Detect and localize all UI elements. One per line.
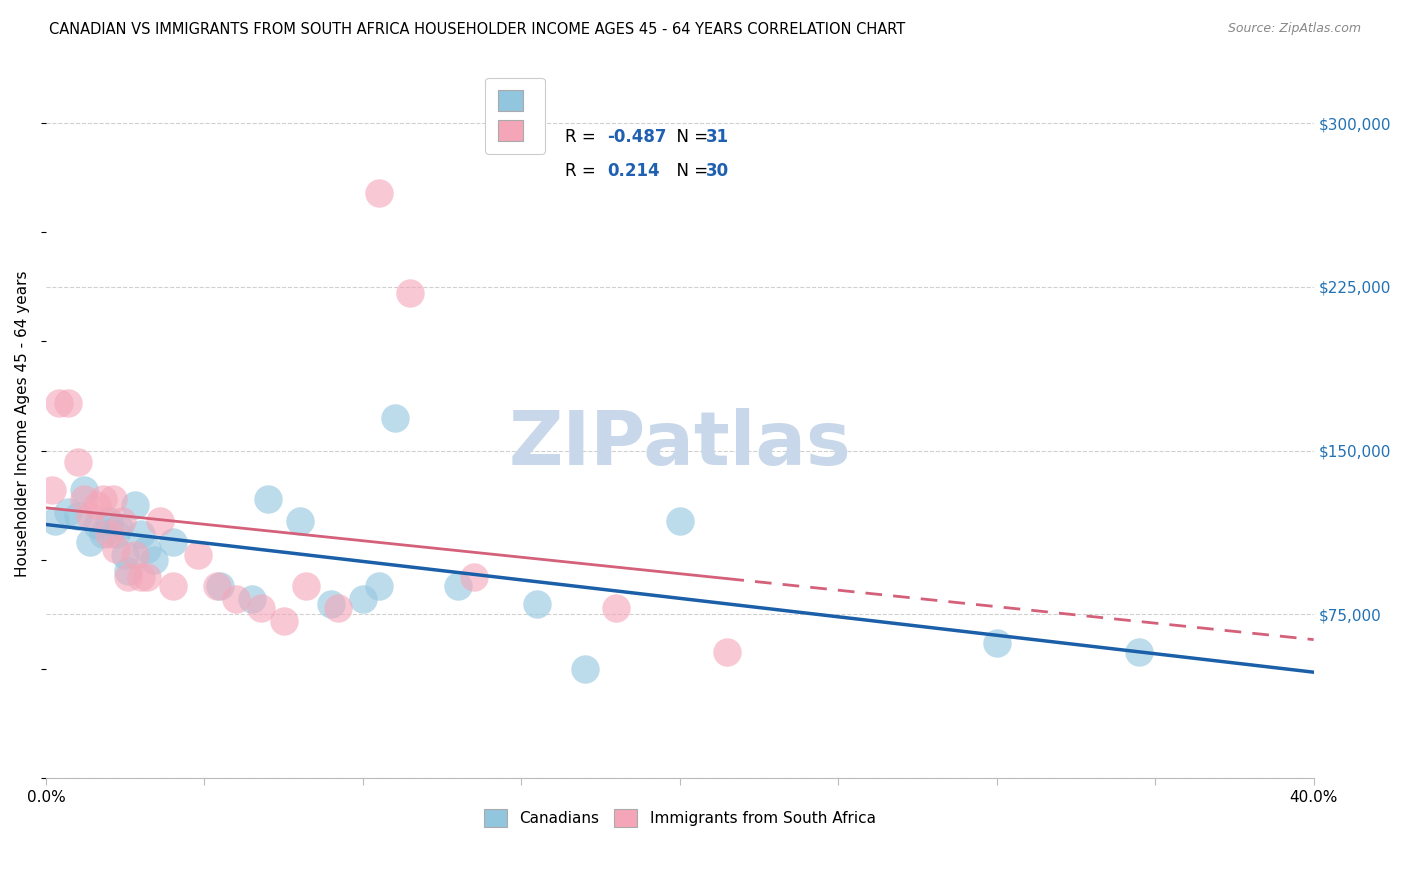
Point — [48, 395, 70, 409]
Point — [352, 592, 374, 607]
Point — [225, 592, 247, 607]
Point — [162, 535, 184, 549]
Point — [716, 644, 738, 658]
Point — [574, 662, 596, 676]
Point — [73, 483, 96, 497]
Point — [129, 570, 152, 584]
Point — [605, 600, 627, 615]
Point — [463, 570, 485, 584]
Point — [66, 454, 89, 468]
Point — [326, 600, 349, 615]
Text: R =: R = — [565, 128, 602, 146]
Text: ZIPatlas: ZIPatlas — [509, 409, 851, 481]
Point — [79, 509, 101, 524]
Point — [367, 186, 389, 200]
Point — [104, 541, 127, 556]
Y-axis label: Householder Income Ages 45 - 64 years: Householder Income Ages 45 - 64 years — [15, 270, 30, 576]
Text: 30: 30 — [706, 161, 728, 180]
Point — [205, 579, 228, 593]
Text: N =: N = — [666, 128, 714, 146]
Point — [44, 514, 66, 528]
Point — [117, 564, 139, 578]
Point — [104, 526, 127, 541]
Point — [256, 491, 278, 506]
Point — [86, 517, 108, 532]
Point — [136, 541, 159, 556]
Point — [117, 570, 139, 584]
Point — [86, 498, 108, 512]
Point — [250, 600, 273, 615]
Point — [98, 526, 121, 541]
Point — [295, 579, 318, 593]
Point — [367, 579, 389, 593]
Point — [98, 514, 121, 528]
Point — [526, 597, 548, 611]
Point — [136, 570, 159, 584]
Text: -0.487: -0.487 — [607, 128, 666, 146]
Text: 0.214: 0.214 — [607, 161, 659, 180]
Point — [66, 509, 89, 524]
Point — [384, 411, 406, 425]
Point — [209, 579, 232, 593]
Point — [162, 579, 184, 593]
Text: N =: N = — [666, 161, 714, 180]
Legend: Canadians, Immigrants from South Africa: Canadians, Immigrants from South Africa — [477, 802, 883, 834]
Point — [288, 514, 311, 528]
Point — [187, 549, 209, 563]
Point — [111, 514, 134, 528]
Point — [124, 549, 146, 563]
Point — [114, 549, 136, 563]
Point — [91, 491, 114, 506]
Text: CANADIAN VS IMMIGRANTS FROM SOUTH AFRICA HOUSEHOLDER INCOME AGES 45 - 64 YEARS C: CANADIAN VS IMMIGRANTS FROM SOUTH AFRICA… — [49, 22, 905, 37]
Point — [321, 597, 343, 611]
Point — [240, 592, 263, 607]
Point — [447, 579, 470, 593]
Point — [108, 520, 131, 534]
Point — [399, 286, 422, 301]
Point — [986, 636, 1008, 650]
Point — [1128, 644, 1150, 658]
Point — [79, 535, 101, 549]
Point — [56, 505, 79, 519]
Point — [669, 514, 692, 528]
Point — [273, 614, 295, 628]
Point — [129, 526, 152, 541]
Point — [73, 491, 96, 506]
Point — [142, 553, 165, 567]
Point — [124, 498, 146, 512]
Point — [101, 491, 124, 506]
Text: 31: 31 — [706, 128, 728, 146]
Point — [149, 514, 172, 528]
Point — [56, 395, 79, 409]
Point — [41, 483, 63, 497]
Text: Source: ZipAtlas.com: Source: ZipAtlas.com — [1227, 22, 1361, 36]
Text: R =: R = — [565, 161, 606, 180]
Point — [91, 526, 114, 541]
